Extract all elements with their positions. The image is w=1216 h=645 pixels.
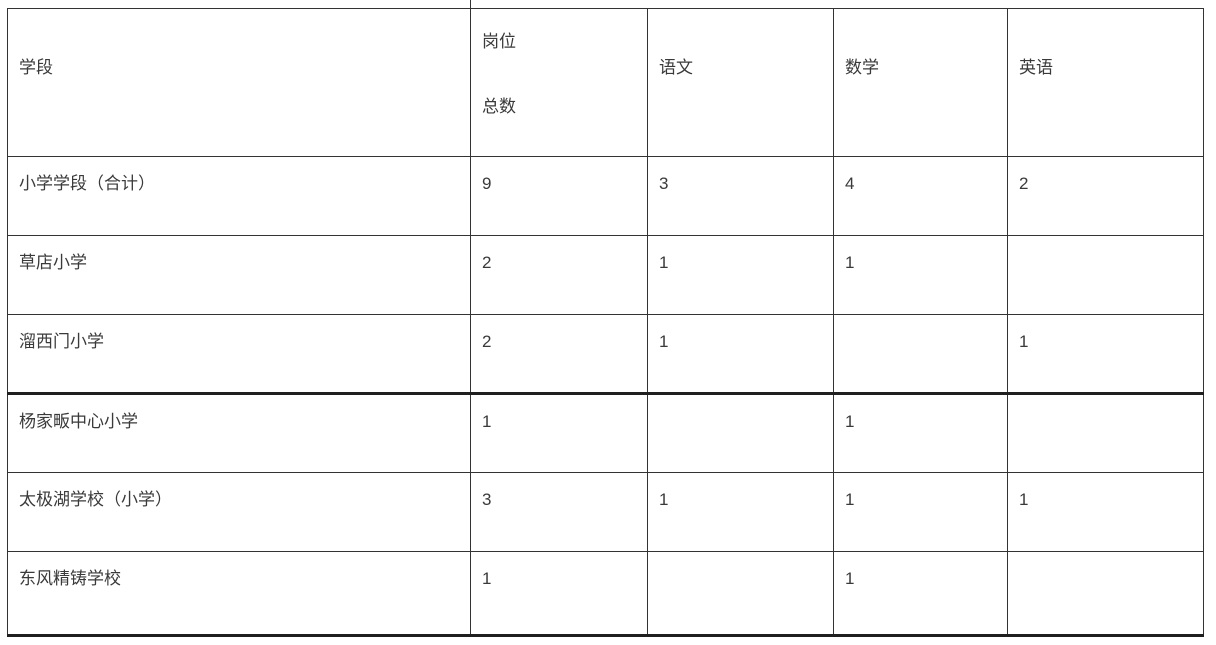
cell-total-positions: 9 (470, 156, 648, 236)
table-row: 草店小学 2 1 1 (7, 235, 1204, 315)
cell-english (1007, 551, 1204, 637)
cell-math: 1 (833, 551, 1008, 637)
table-header-row: 学段 岗位 总数 语文 数学 英语 (7, 8, 1204, 157)
cell-total-positions: 1 (470, 392, 648, 473)
cell-math: 1 (833, 235, 1008, 315)
header-label-english: 英语 (1019, 57, 1053, 77)
cell-chinese (647, 551, 834, 637)
table-row: 太极湖学校（小学） 3 1 1 1 (7, 472, 1204, 552)
cell-school-name: 溜西门小学 (7, 314, 471, 394)
header-cell-english: 英语 (1007, 8, 1204, 157)
cell-total-positions: 3 (470, 472, 648, 552)
header-cell-stage: 学段 (7, 8, 471, 157)
cell-chinese: 1 (647, 235, 834, 315)
cell-english (1007, 235, 1204, 315)
header-label-chinese: 语文 (659, 57, 693, 77)
cell-math (833, 314, 1008, 394)
header-cell-total-positions: 岗位 总数 (470, 8, 648, 157)
column-divider-overflow-tick (470, 0, 471, 9)
table-row: 小学学段（合计） 9 3 4 2 (7, 156, 1204, 236)
cell-school-name: 草店小学 (7, 235, 471, 315)
cell-school-name: 小学学段（合计） (7, 156, 471, 236)
header-label-total-line2: 总数 (482, 97, 516, 116)
cell-total-positions: 2 (470, 314, 648, 394)
cell-english: 2 (1007, 156, 1204, 236)
cell-school-name: 杨家畈中心小学 (7, 392, 471, 473)
table-row: 杨家畈中心小学 1 1 (7, 392, 1204, 473)
header-label-math: 数学 (845, 57, 879, 77)
cell-english: 1 (1007, 314, 1204, 394)
cell-school-name: 东风精铸学校 (7, 551, 471, 637)
header-cell-chinese: 语文 (647, 8, 834, 157)
cell-chinese: 1 (647, 472, 834, 552)
cell-school-name: 太极湖学校（小学） (7, 472, 471, 552)
header-label-total-line1: 岗位 (482, 32, 516, 51)
cell-total-positions: 1 (470, 551, 648, 637)
table-row: 东风精铸学校 1 1 (7, 551, 1204, 637)
table-row: 溜西门小学 2 1 1 (7, 314, 1204, 394)
cell-english (1007, 392, 1204, 473)
cell-math: 1 (833, 472, 1008, 552)
cell-total-positions: 2 (470, 235, 648, 315)
header-cell-math: 数学 (833, 8, 1008, 157)
header-label-stage: 学段 (19, 57, 53, 77)
cell-chinese (647, 392, 834, 473)
cell-english: 1 (1007, 472, 1204, 552)
cell-chinese: 1 (647, 314, 834, 394)
recruitment-positions-table: 学段 岗位 总数 语文 数学 英语 小学学段（合计） 9 (7, 8, 1204, 637)
cell-math: 4 (833, 156, 1008, 236)
cell-chinese: 3 (647, 156, 834, 236)
cell-math: 1 (833, 392, 1008, 473)
